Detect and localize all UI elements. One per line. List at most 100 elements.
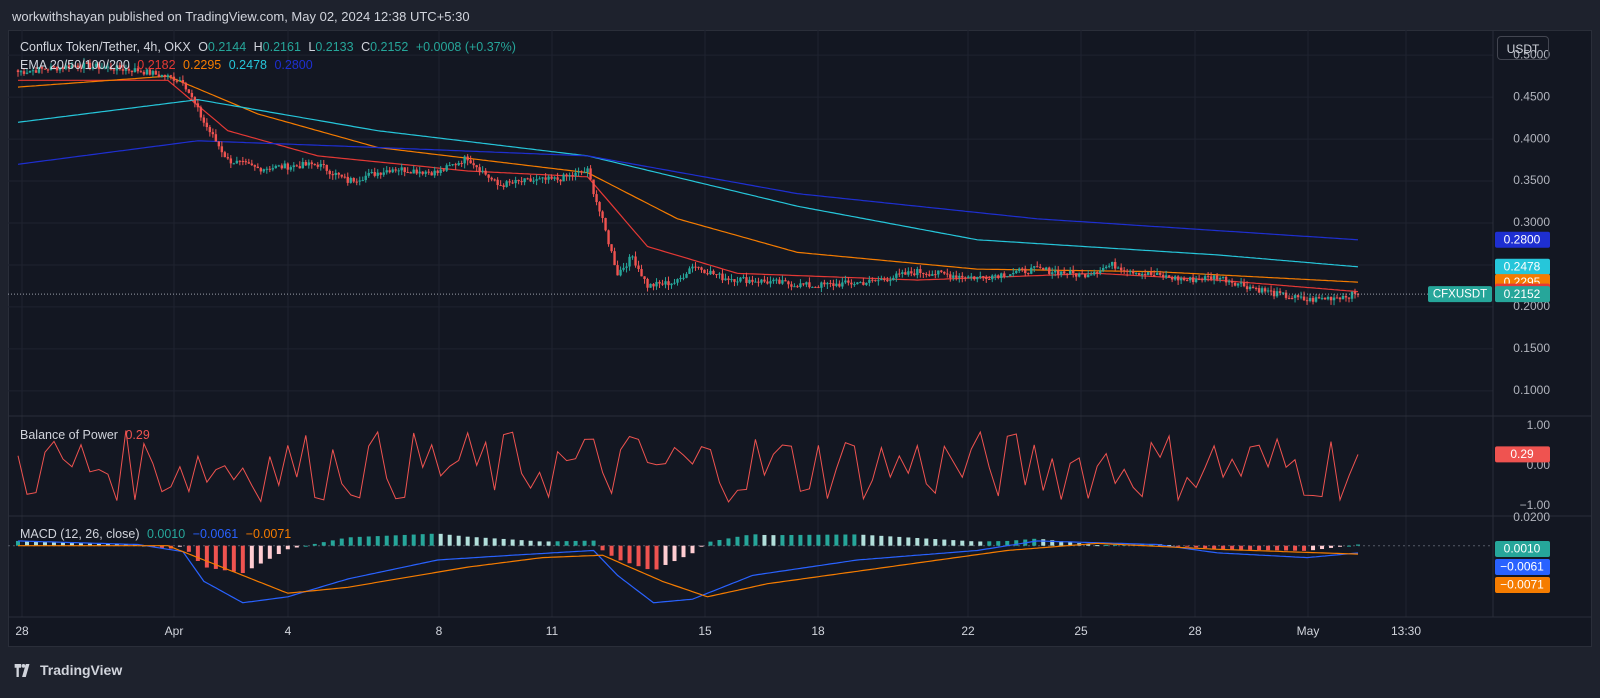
candle-body[interactable] <box>673 282 676 284</box>
candle-body[interactable] <box>742 277 745 279</box>
candle-body[interactable] <box>298 166 301 169</box>
candle-body[interactable] <box>421 171 424 174</box>
candle-body[interactable] <box>988 279 991 281</box>
candle-body[interactable] <box>19 71 23 73</box>
candle-body[interactable] <box>1341 295 1345 300</box>
candle-body[interactable] <box>1320 297 1324 299</box>
candle-body[interactable] <box>856 282 859 285</box>
candle-body[interactable] <box>1125 270 1129 272</box>
candle-body[interactable] <box>307 162 310 166</box>
candle-body[interactable] <box>370 172 373 174</box>
candle-body[interactable] <box>1293 295 1297 299</box>
candle-body[interactable] <box>136 68 140 72</box>
candle-body[interactable] <box>1143 273 1147 276</box>
candle-body[interactable] <box>331 174 334 176</box>
candle-body[interactable] <box>229 158 233 164</box>
candle-body[interactable] <box>769 281 772 284</box>
candle-body[interactable] <box>58 67 62 71</box>
candle-body[interactable] <box>226 157 230 159</box>
candle-body[interactable] <box>658 281 661 284</box>
candle-body[interactable] <box>280 165 284 169</box>
candle-body[interactable] <box>472 163 475 166</box>
candle-body[interactable] <box>1326 296 1330 300</box>
candle-body[interactable] <box>1155 272 1159 276</box>
candle-body[interactable] <box>1084 273 1087 278</box>
candle-body[interactable] <box>823 282 826 285</box>
candle-body[interactable] <box>601 211 604 219</box>
candle-body[interactable] <box>1323 297 1327 300</box>
tradingview-brand[interactable]: TradingView <box>12 662 122 678</box>
candle-body[interactable] <box>274 165 278 169</box>
candle-body[interactable] <box>436 170 439 173</box>
candle-body[interactable] <box>595 194 598 203</box>
candle-body[interactable] <box>652 283 655 287</box>
candle-body[interactable] <box>1260 288 1264 293</box>
candle-body[interactable] <box>832 283 835 286</box>
candle-body[interactable] <box>598 202 601 212</box>
candle-body[interactable] <box>967 276 970 279</box>
candle-body[interactable] <box>49 66 53 71</box>
candle-body[interactable] <box>100 67 104 70</box>
candle-body[interactable] <box>400 167 403 171</box>
candle-body[interactable] <box>1197 279 1201 281</box>
candle-body[interactable] <box>175 80 179 82</box>
candle-body[interactable] <box>286 163 289 170</box>
candle-body[interactable] <box>955 275 958 278</box>
candle-body[interactable] <box>259 168 263 172</box>
candle-body[interactable] <box>1092 272 1096 275</box>
candle-body[interactable] <box>1218 277 1222 280</box>
candle-body[interactable] <box>322 163 325 165</box>
candle-body[interactable] <box>145 69 149 75</box>
candle-body[interactable] <box>1212 275 1216 280</box>
candle-body[interactable] <box>559 179 562 182</box>
candle-body[interactable] <box>1104 266 1108 268</box>
candle-body[interactable] <box>343 176 346 178</box>
candle-body[interactable] <box>994 275 997 277</box>
candle-body[interactable] <box>487 174 490 178</box>
candle-body[interactable] <box>889 280 892 282</box>
candle-body[interactable] <box>127 68 131 71</box>
candle-body[interactable] <box>544 177 547 180</box>
candle-body[interactable] <box>376 172 379 176</box>
candle-body[interactable] <box>1221 276 1225 278</box>
candle-body[interactable] <box>880 278 883 281</box>
candle-body[interactable] <box>1251 286 1255 288</box>
candle-body[interactable] <box>1051 272 1054 274</box>
candle-body[interactable] <box>535 179 538 181</box>
candle-body[interactable] <box>886 279 889 282</box>
candle-body[interactable] <box>349 177 352 183</box>
candle-body[interactable] <box>865 282 868 285</box>
candle-body[interactable] <box>688 268 691 274</box>
candle-body[interactable] <box>313 164 316 166</box>
candle-body[interactable] <box>1263 288 1267 292</box>
candle-body[interactable] <box>241 161 245 163</box>
candle-body[interactable] <box>763 279 766 282</box>
candle-body[interactable] <box>1042 267 1045 270</box>
candle-body[interactable] <box>1122 270 1126 272</box>
candle-body[interactable] <box>1224 276 1228 283</box>
candle-body[interactable] <box>289 167 292 170</box>
candle-body[interactable] <box>991 275 994 280</box>
candle-body[interactable] <box>796 286 799 288</box>
candle-body[interactable] <box>160 74 164 77</box>
candle-body[interactable] <box>295 165 298 167</box>
candle-body[interactable] <box>271 168 275 170</box>
candle-body[interactable] <box>1239 282 1243 284</box>
candle-body[interactable] <box>916 269 919 276</box>
candle-body[interactable] <box>205 122 209 128</box>
candle-body[interactable] <box>1107 265 1111 267</box>
candle-body[interactable] <box>1173 276 1177 280</box>
candle-body[interactable] <box>1101 267 1105 271</box>
candle-body[interactable] <box>1018 268 1021 271</box>
candle-body[interactable] <box>1233 282 1237 286</box>
candle-body[interactable] <box>691 266 694 269</box>
candle-body[interactable] <box>1227 281 1231 283</box>
candle-body[interactable] <box>85 62 89 64</box>
candle-body[interactable] <box>1048 267 1051 274</box>
candle-body[interactable] <box>1167 275 1171 278</box>
candle-body[interactable] <box>406 172 409 174</box>
candle-body[interactable] <box>721 273 724 281</box>
candle-body[interactable] <box>799 283 802 287</box>
candle-body[interactable] <box>868 279 871 283</box>
candle-body[interactable] <box>238 160 242 162</box>
